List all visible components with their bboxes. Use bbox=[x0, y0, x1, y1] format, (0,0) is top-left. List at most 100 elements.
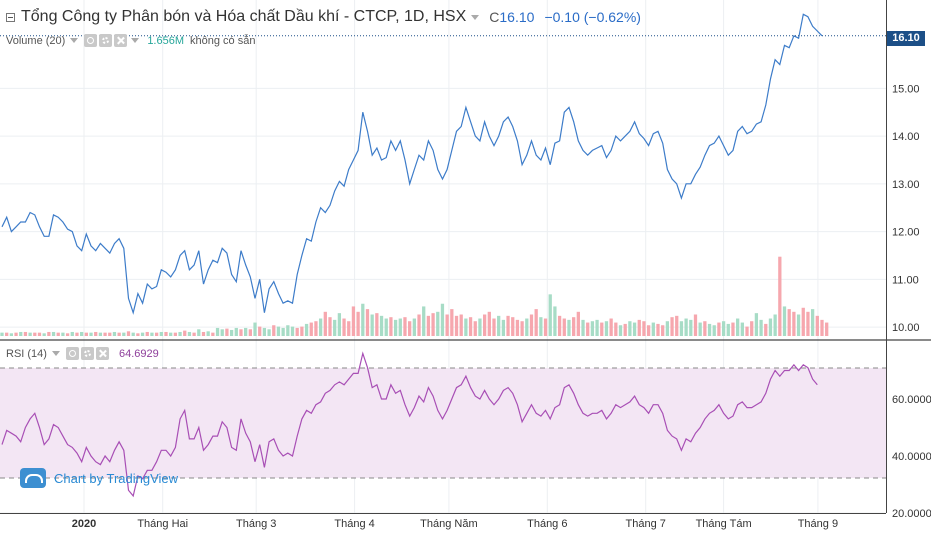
gear-icon[interactable] bbox=[80, 347, 94, 360]
volume-bar bbox=[164, 331, 168, 336]
volume-bar bbox=[131, 332, 135, 336]
time-tick-label: Tháng 7 bbox=[626, 518, 666, 530]
eye-icon[interactable] bbox=[65, 347, 79, 360]
volume-bars bbox=[0, 256, 829, 336]
volume-bar bbox=[628, 321, 632, 336]
chevron-down-icon[interactable] bbox=[70, 38, 79, 43]
volume-bar bbox=[759, 319, 763, 336]
volume-bar bbox=[281, 327, 285, 336]
volume-bar bbox=[103, 332, 107, 336]
volume-bar bbox=[225, 328, 229, 336]
volume-bar bbox=[19, 331, 23, 336]
volume-bar bbox=[651, 322, 655, 336]
volume-bar bbox=[825, 322, 829, 336]
volume-bar bbox=[234, 327, 238, 336]
tradingview-watermark[interactable]: Chart by TradingView bbox=[20, 468, 178, 488]
volume-bar bbox=[637, 319, 641, 336]
gear-icon[interactable] bbox=[99, 34, 113, 47]
rsi-series-line bbox=[1, 351, 818, 498]
price-tick-label: 12.00 bbox=[892, 227, 920, 239]
volume-bar bbox=[173, 332, 178, 336]
time-tick-label: Tháng 4 bbox=[334, 518, 374, 530]
volume-bar bbox=[562, 318, 566, 336]
volume-bar bbox=[248, 329, 252, 336]
close-icon[interactable] bbox=[95, 347, 109, 360]
volume-bar bbox=[84, 332, 88, 336]
rsi-tick-label: 40.0000 bbox=[892, 451, 931, 463]
close-prefix: C bbox=[489, 9, 500, 25]
rsi-axis[interactable]: 20.0000 40.0000 60.0000 bbox=[892, 394, 931, 520]
volume-bar bbox=[586, 322, 590, 336]
volume-bar bbox=[51, 331, 56, 336]
time-axis[interactable]: 2020 Tháng Hai Tháng 3 Tháng 4 Tháng Năm Thán… bbox=[72, 518, 838, 530]
volume-bar bbox=[572, 317, 576, 336]
volume-bar bbox=[347, 321, 351, 336]
symbol-title[interactable]: Tổng Công ty Phân bón và Hóa chất Dầu kh… bbox=[21, 8, 467, 25]
volume-bar bbox=[417, 314, 421, 336]
volume-bar bbox=[408, 321, 412, 336]
volume-bar bbox=[525, 318, 529, 336]
volume-label[interactable]: Volume (20) bbox=[6, 34, 66, 47]
volume-bar bbox=[464, 318, 468, 336]
volume-bar bbox=[764, 323, 768, 336]
volume-bar bbox=[422, 306, 426, 336]
volume-bar bbox=[342, 318, 346, 336]
volume-bar bbox=[768, 318, 773, 336]
volume-bar bbox=[431, 313, 435, 336]
volume-bar bbox=[609, 318, 613, 336]
volume-bar bbox=[820, 319, 824, 336]
volume-bar bbox=[56, 332, 60, 336]
volume-bar bbox=[323, 311, 327, 336]
chevron-down-icon[interactable] bbox=[131, 38, 140, 43]
volume-bar bbox=[136, 333, 140, 336]
collapse-icon[interactable] bbox=[6, 12, 15, 22]
volume-bar bbox=[290, 326, 295, 336]
close-icon[interactable] bbox=[114, 34, 128, 47]
volume-bar bbox=[806, 311, 810, 336]
volume-bar bbox=[548, 294, 552, 336]
volume-bar bbox=[618, 325, 623, 336]
last-price-tag: 16.10 bbox=[887, 31, 925, 46]
volume-bar bbox=[679, 321, 684, 336]
rsi-label[interactable]: RSI (14) bbox=[6, 347, 47, 360]
eye-icon[interactable] bbox=[84, 34, 98, 47]
time-tick-label: Tháng 3 bbox=[236, 518, 276, 530]
chevron-down-icon[interactable] bbox=[471, 14, 480, 20]
price-tick-label: 13.00 bbox=[892, 179, 920, 191]
volume-bar bbox=[567, 319, 571, 336]
volume-bar bbox=[506, 315, 510, 336]
volume-bar bbox=[436, 311, 440, 336]
volume-bar bbox=[801, 307, 805, 336]
volume-bar bbox=[356, 311, 360, 336]
volume-bar bbox=[370, 314, 374, 336]
volume-bar bbox=[646, 325, 651, 336]
volume-bar bbox=[689, 319, 693, 336]
volume-bar bbox=[539, 317, 543, 336]
volume-bar bbox=[65, 333, 70, 336]
volume-bar bbox=[754, 313, 759, 336]
volume-bar bbox=[229, 329, 234, 336]
volume-bar bbox=[707, 323, 712, 336]
main-series-legend: Tổng Công ty Phân bón và Hóa chất Dầu kh… bbox=[6, 8, 641, 26]
volume-bar bbox=[286, 325, 290, 336]
volume-bar bbox=[98, 332, 103, 336]
volume-bar bbox=[145, 331, 149, 336]
volume-bar bbox=[154, 332, 159, 336]
volume-bar bbox=[623, 323, 627, 336]
volume-bar bbox=[445, 314, 449, 336]
volume-bar bbox=[661, 325, 665, 336]
volume-bar bbox=[187, 331, 192, 336]
volume-bar bbox=[482, 314, 487, 336]
volume-bar bbox=[47, 331, 51, 336]
volume-bar bbox=[736, 318, 740, 336]
volume-bar bbox=[468, 317, 473, 336]
rsi-value: 64.6929 bbox=[118, 347, 159, 360]
volume-bar bbox=[731, 322, 735, 336]
volume-bar bbox=[796, 314, 801, 336]
chevron-down-icon[interactable] bbox=[51, 351, 60, 356]
volume-bar bbox=[665, 321, 670, 336]
volume-bar bbox=[206, 331, 210, 336]
price-axis[interactable]: 10.00 11.00 12.00 13.00 14.00 15.00 bbox=[892, 83, 920, 334]
volume-bar bbox=[515, 319, 520, 336]
